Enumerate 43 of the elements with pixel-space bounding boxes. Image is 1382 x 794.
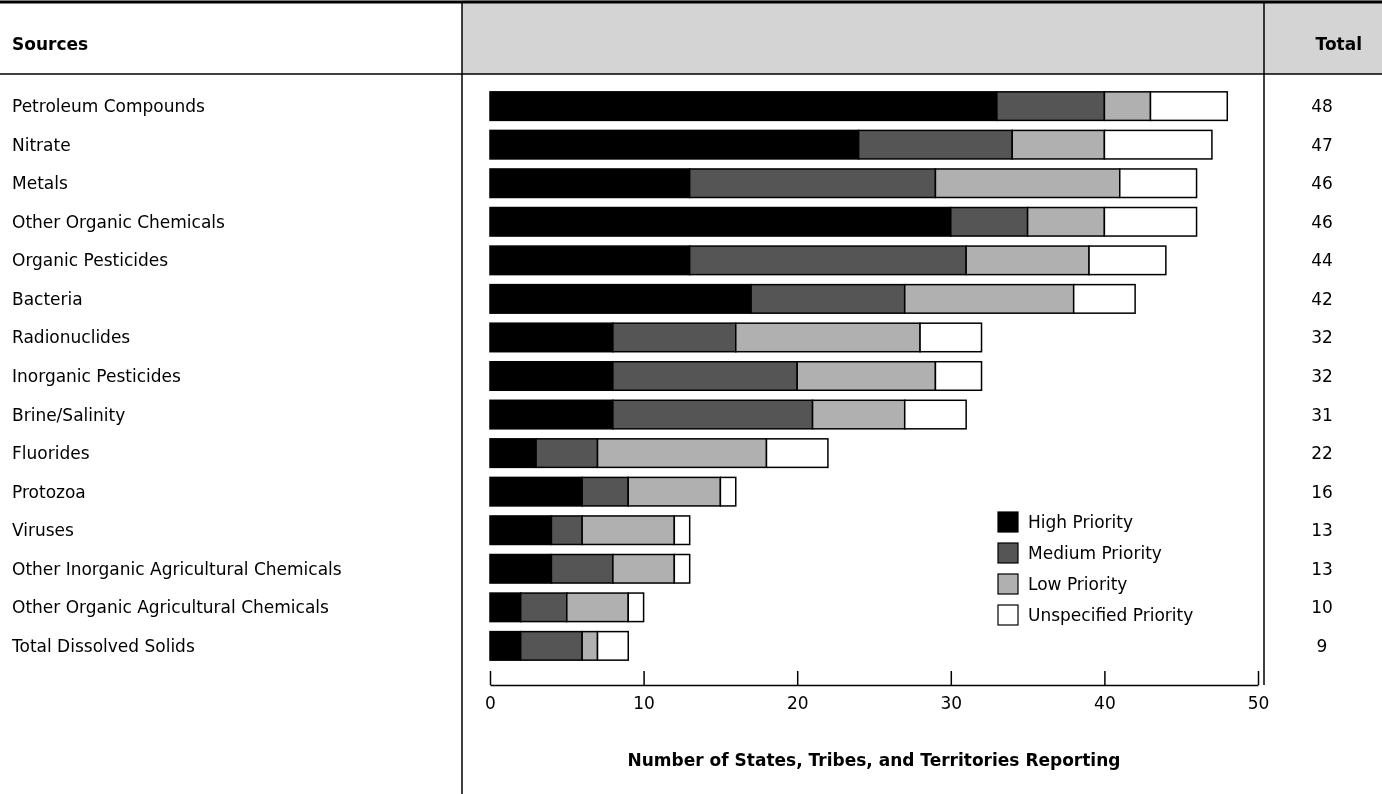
y-tick-label: Nitrate	[12, 134, 71, 155]
x-tick-label: 20	[786, 693, 809, 714]
y-tick-label: Protozoa	[12, 481, 86, 502]
legend-label: High Priority	[1028, 511, 1133, 532]
y-axis-title: Sources	[12, 34, 89, 54]
x-tick-label: 50	[1247, 693, 1270, 714]
text: 47	[1311, 134, 1333, 155]
y-tick-label: Metals	[12, 173, 68, 194]
legend-label: Medium Priority	[1028, 542, 1162, 563]
text: 32	[1311, 365, 1333, 386]
text: 10	[1311, 597, 1333, 618]
y-tick-label: Radionuclides	[12, 327, 131, 348]
y-tick-label: Organic Pesticides	[12, 250, 169, 271]
x-tick-label: 30	[940, 693, 963, 714]
y-tick-label: Inorganic Pesticides	[12, 365, 182, 386]
text: 46	[1311, 211, 1333, 232]
y-tick-label: Other Inorganic Agricultural Chemicals	[12, 558, 342, 579]
y-tick-label: Bacteria	[12, 288, 83, 309]
x-axis-title: Number of States, Tribes, and Territories Reporting	[627, 750, 1121, 770]
text: 22	[1311, 443, 1333, 464]
y-tick-label: Other Organic Agricultural Chemicals	[12, 597, 330, 618]
y-tick-label: Viruses	[12, 520, 75, 541]
text: 46	[1311, 173, 1333, 194]
x-tick-label: 40	[1094, 693, 1116, 714]
legend-label: Low Priority	[1028, 573, 1128, 594]
legend-label: Unspecified Priority	[1028, 604, 1194, 625]
x-tick-label: 0	[485, 693, 496, 714]
text: 44	[1311, 250, 1333, 271]
y-tick-label: Total Dissolved Solids	[11, 635, 195, 656]
text: 42	[1311, 288, 1333, 309]
text: 9	[1316, 635, 1328, 656]
y-tick-label: Other Organic Chemicals	[12, 211, 226, 232]
y-tick-label: Brine/Salinity	[12, 404, 126, 425]
text: 13	[1311, 520, 1333, 541]
text: 31	[1311, 404, 1333, 425]
text: Total	[1315, 34, 1362, 54]
text: 48	[1311, 96, 1333, 117]
text: 13	[1311, 558, 1333, 579]
y-tick-label: Petroleum Compounds	[12, 96, 206, 117]
text: 16	[1311, 481, 1333, 502]
y-tick-label: Fluorides	[12, 443, 90, 464]
x-tick-label: 10	[633, 693, 655, 714]
text: 32	[1311, 327, 1333, 348]
